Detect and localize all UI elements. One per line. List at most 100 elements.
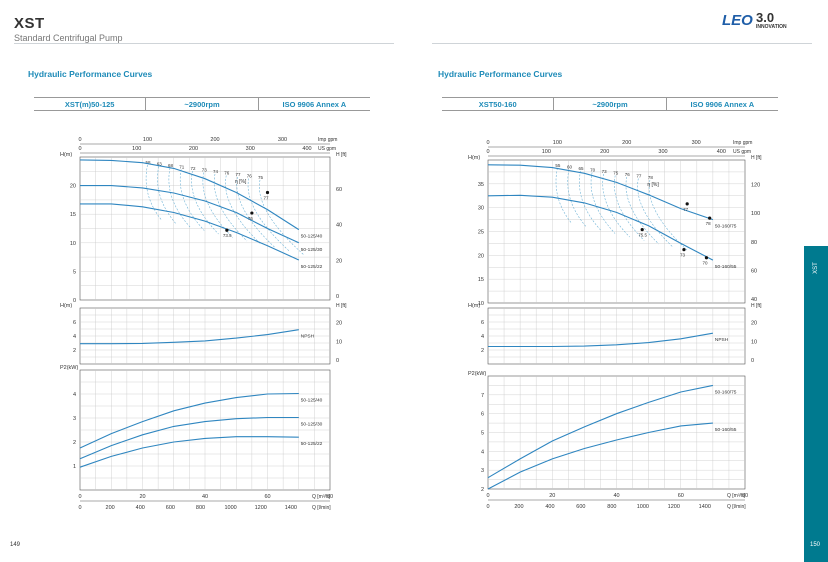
imp-gpm-tick: 0 [78,137,81,143]
y-tick-label: 6 [73,320,76,326]
efficiency-isoline [259,179,305,256]
x-tick-label: 60 [264,494,270,500]
us-gpm-tick: 200 [600,149,609,155]
efficiency-value-label: 58 [146,160,152,165]
imp-gpm-tick: 300 [692,140,701,146]
imp-gpm-tick: 100 [143,137,152,143]
y-tick-label: 4 [481,334,484,340]
brand-title: XST [14,15,45,32]
series-label: NPSH [715,337,729,343]
efficiency-value-label: 76 [224,171,230,176]
efficiency-isoline [202,172,233,238]
y-axis-label-right: H [ft] [751,155,762,161]
y-tick-label-right: 0 [751,358,754,364]
efficiency-value-label: 73 [602,169,608,174]
y-tick-label-right: 10 [336,339,342,345]
efficiency-isoline [614,175,645,241]
x-tick-label: 40 [202,494,208,500]
standard-right: ISO 9906 Annex A [690,99,755,109]
efficiency-value-label: 75 [613,171,619,176]
us-gpm-tick: 100 [542,149,551,155]
section-sidebar [804,246,828,562]
us-gpm-label: US gpm [318,146,336,152]
duty-point-label: 78 [706,221,712,226]
efficiency-value-label: 68 [168,163,174,168]
efficiency-isoline [579,170,601,231]
y-tick-label-right: 0 [336,358,339,364]
y-tick-label: 4 [73,334,76,340]
y-tick-label-right: 80 [751,240,757,246]
x2-tick-label: 0 [78,505,81,511]
series-label: 50-160/55 [715,264,737,270]
y-tick-label: 4 [481,449,484,455]
duty-point-label: 76 [248,216,254,221]
curve-50-160-55 [487,422,713,490]
y-tick-label: 5 [481,431,484,437]
x2-tick-label: 600 [166,505,175,511]
x2-tick-label: 200 [106,505,115,511]
series-label: 50-125/22 [301,264,323,270]
us-gpm-tick: 300 [246,146,255,152]
y-tick-label: 10 [70,241,76,247]
duty-point [225,228,229,232]
y-tick-label: 7 [481,393,484,399]
efficiency-value-label: 71 [179,165,185,170]
us-gpm-tick: 400 [302,146,311,152]
efficiency-isoline [555,167,572,224]
y-axis-label: H(m) [468,303,480,309]
curve-50-125-22 [80,203,300,261]
duty-point [640,227,644,232]
header-rule-left [14,43,394,44]
y-axis-label-right: H [ft] [751,303,762,309]
section-title-left: Hydraulic Performance Curves [28,69,153,79]
series-label: NPSH [301,334,315,340]
y-axis-label: H(m) [468,155,480,161]
imp-gpm-tick: 0 [486,140,489,146]
x2-tick-label: 1000 [225,505,237,511]
y-axis-label-right: H [ft] [336,152,347,158]
curve-50-125-30 [80,185,300,244]
x2-tick-label: 1200 [255,505,267,511]
duty-point-label: 73 [680,253,686,258]
x2-tick-label: 1200 [668,504,680,510]
us-gpm-tick: 300 [658,149,667,155]
us-gpm-tick: 0 [486,149,489,155]
x-tick-label: 0 [78,494,81,500]
us-gpm-tick: 200 [189,146,198,152]
y-tick-label-right: 0 [336,294,339,300]
duty-point-label: 73.5 [223,233,232,238]
y-tick-label: 2 [73,348,76,354]
x-tick-label: 20 [139,494,145,500]
y-tick-label: 0 [73,298,76,304]
series-label: 50-125/40 [301,398,323,404]
brand-subtitle: Standard Centrifugal Pump [14,33,123,43]
model-bar-right: XST50-160 ~2900rpm ISO 9906 Annex A [442,97,778,111]
imp-gpm-label: Imp gpm [733,140,752,146]
efficiency-value-label: 77 [236,172,242,177]
duty-point-label: 77 [264,195,270,200]
series-label: 50-160/55 [715,427,737,433]
imp-gpm-label: Imp gpm [318,137,337,143]
y-tick-label-right: 120 [751,183,760,189]
model-name-right: XST50-160 [442,98,555,110]
y-tick-label: 3 [73,416,76,422]
y-tick-label: 15 [478,277,484,283]
efficiency-value-label: 55 [555,163,561,168]
speed-left: ~2900rpm [146,98,259,110]
page-number-right: 150 [810,542,821,548]
y-tick-label-right: 40 [751,297,757,303]
curve-50-125-40 [79,392,299,449]
y-axis-label: P2(kW) [468,371,487,377]
efficiency-isoline [247,178,290,252]
efficiency-value-label: 78 [648,175,654,180]
efficiency-axis-label: η [%] [647,182,659,188]
duty-point-label: 75.5 [638,233,647,238]
efficiency-isoline [648,179,689,252]
y-tick-label-right: 100 [751,211,760,217]
efficiency-isoline [602,173,630,238]
duty-point [685,202,689,206]
series-label: 50-125/30 [301,247,323,253]
efficiency-isoline [637,178,674,248]
curve-npsh [80,329,299,345]
